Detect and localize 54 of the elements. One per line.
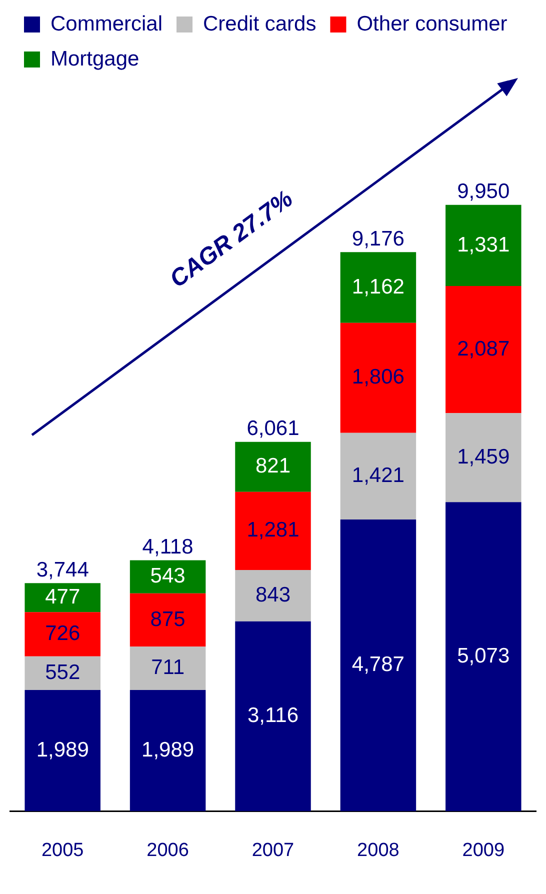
data-label: 1,989 bbox=[142, 738, 194, 762]
bar bbox=[235, 621, 311, 812]
x-tick-label: 2005 bbox=[41, 840, 84, 861]
data-label: 477 bbox=[45, 585, 80, 608]
bar bbox=[235, 442, 311, 492]
data-label: 821 bbox=[255, 454, 291, 478]
legend-label: Commercial bbox=[50, 12, 163, 36]
data-label: 4,787 bbox=[352, 653, 404, 676]
legend-label: Mortgage bbox=[50, 47, 140, 70]
data-label: 1,162 bbox=[352, 275, 404, 298]
bar bbox=[24, 583, 100, 612]
bar bbox=[130, 690, 206, 812]
x-tick-label: 2008 bbox=[357, 840, 400, 861]
total-label: 9,950 bbox=[457, 180, 510, 204]
total-label: 4,118 bbox=[142, 536, 194, 559]
bar bbox=[340, 520, 416, 812]
data-label: 1,421 bbox=[352, 464, 404, 488]
x-tick-label: 2006 bbox=[146, 840, 189, 861]
total-label: 3,744 bbox=[36, 558, 90, 582]
data-label: 1,459 bbox=[457, 445, 510, 468]
bar bbox=[340, 252, 416, 323]
bar bbox=[130, 593, 206, 647]
bar bbox=[446, 204, 522, 286]
data-label: 711 bbox=[151, 656, 185, 680]
data-label: 552 bbox=[45, 660, 80, 684]
data-label: 1,806 bbox=[352, 366, 404, 389]
data-label: 875 bbox=[150, 608, 186, 631]
total-label: 9,176 bbox=[352, 227, 404, 250]
bar bbox=[130, 646, 206, 690]
data-label: 1,281 bbox=[246, 518, 300, 542]
bar bbox=[446, 286, 522, 414]
bar bbox=[446, 413, 522, 502]
data-label: 843 bbox=[255, 583, 291, 606]
total-label: 6,061 bbox=[246, 417, 300, 440]
bar bbox=[235, 570, 311, 622]
legend-label: Other consumer bbox=[356, 12, 508, 36]
data-label: 726 bbox=[45, 622, 80, 646]
bar bbox=[340, 432, 416, 520]
data-label: 1,331 bbox=[457, 233, 510, 256]
data-label: 3,116 bbox=[248, 704, 298, 728]
x-tick-label: 2009 bbox=[462, 840, 505, 861]
bar bbox=[24, 690, 100, 812]
bar bbox=[24, 612, 100, 656]
legend-label: Credit cards bbox=[203, 12, 316, 36]
data-label: 5,073 bbox=[457, 644, 510, 668]
bar bbox=[130, 560, 206, 594]
bar bbox=[235, 492, 311, 570]
data-label: 1,989 bbox=[36, 738, 89, 762]
data-label: 543 bbox=[150, 564, 186, 588]
x-tick-label: 2007 bbox=[252, 840, 294, 861]
bar bbox=[340, 322, 416, 433]
bar bbox=[446, 502, 522, 812]
data-label: 2,087 bbox=[457, 337, 510, 360]
bar bbox=[24, 656, 100, 690]
